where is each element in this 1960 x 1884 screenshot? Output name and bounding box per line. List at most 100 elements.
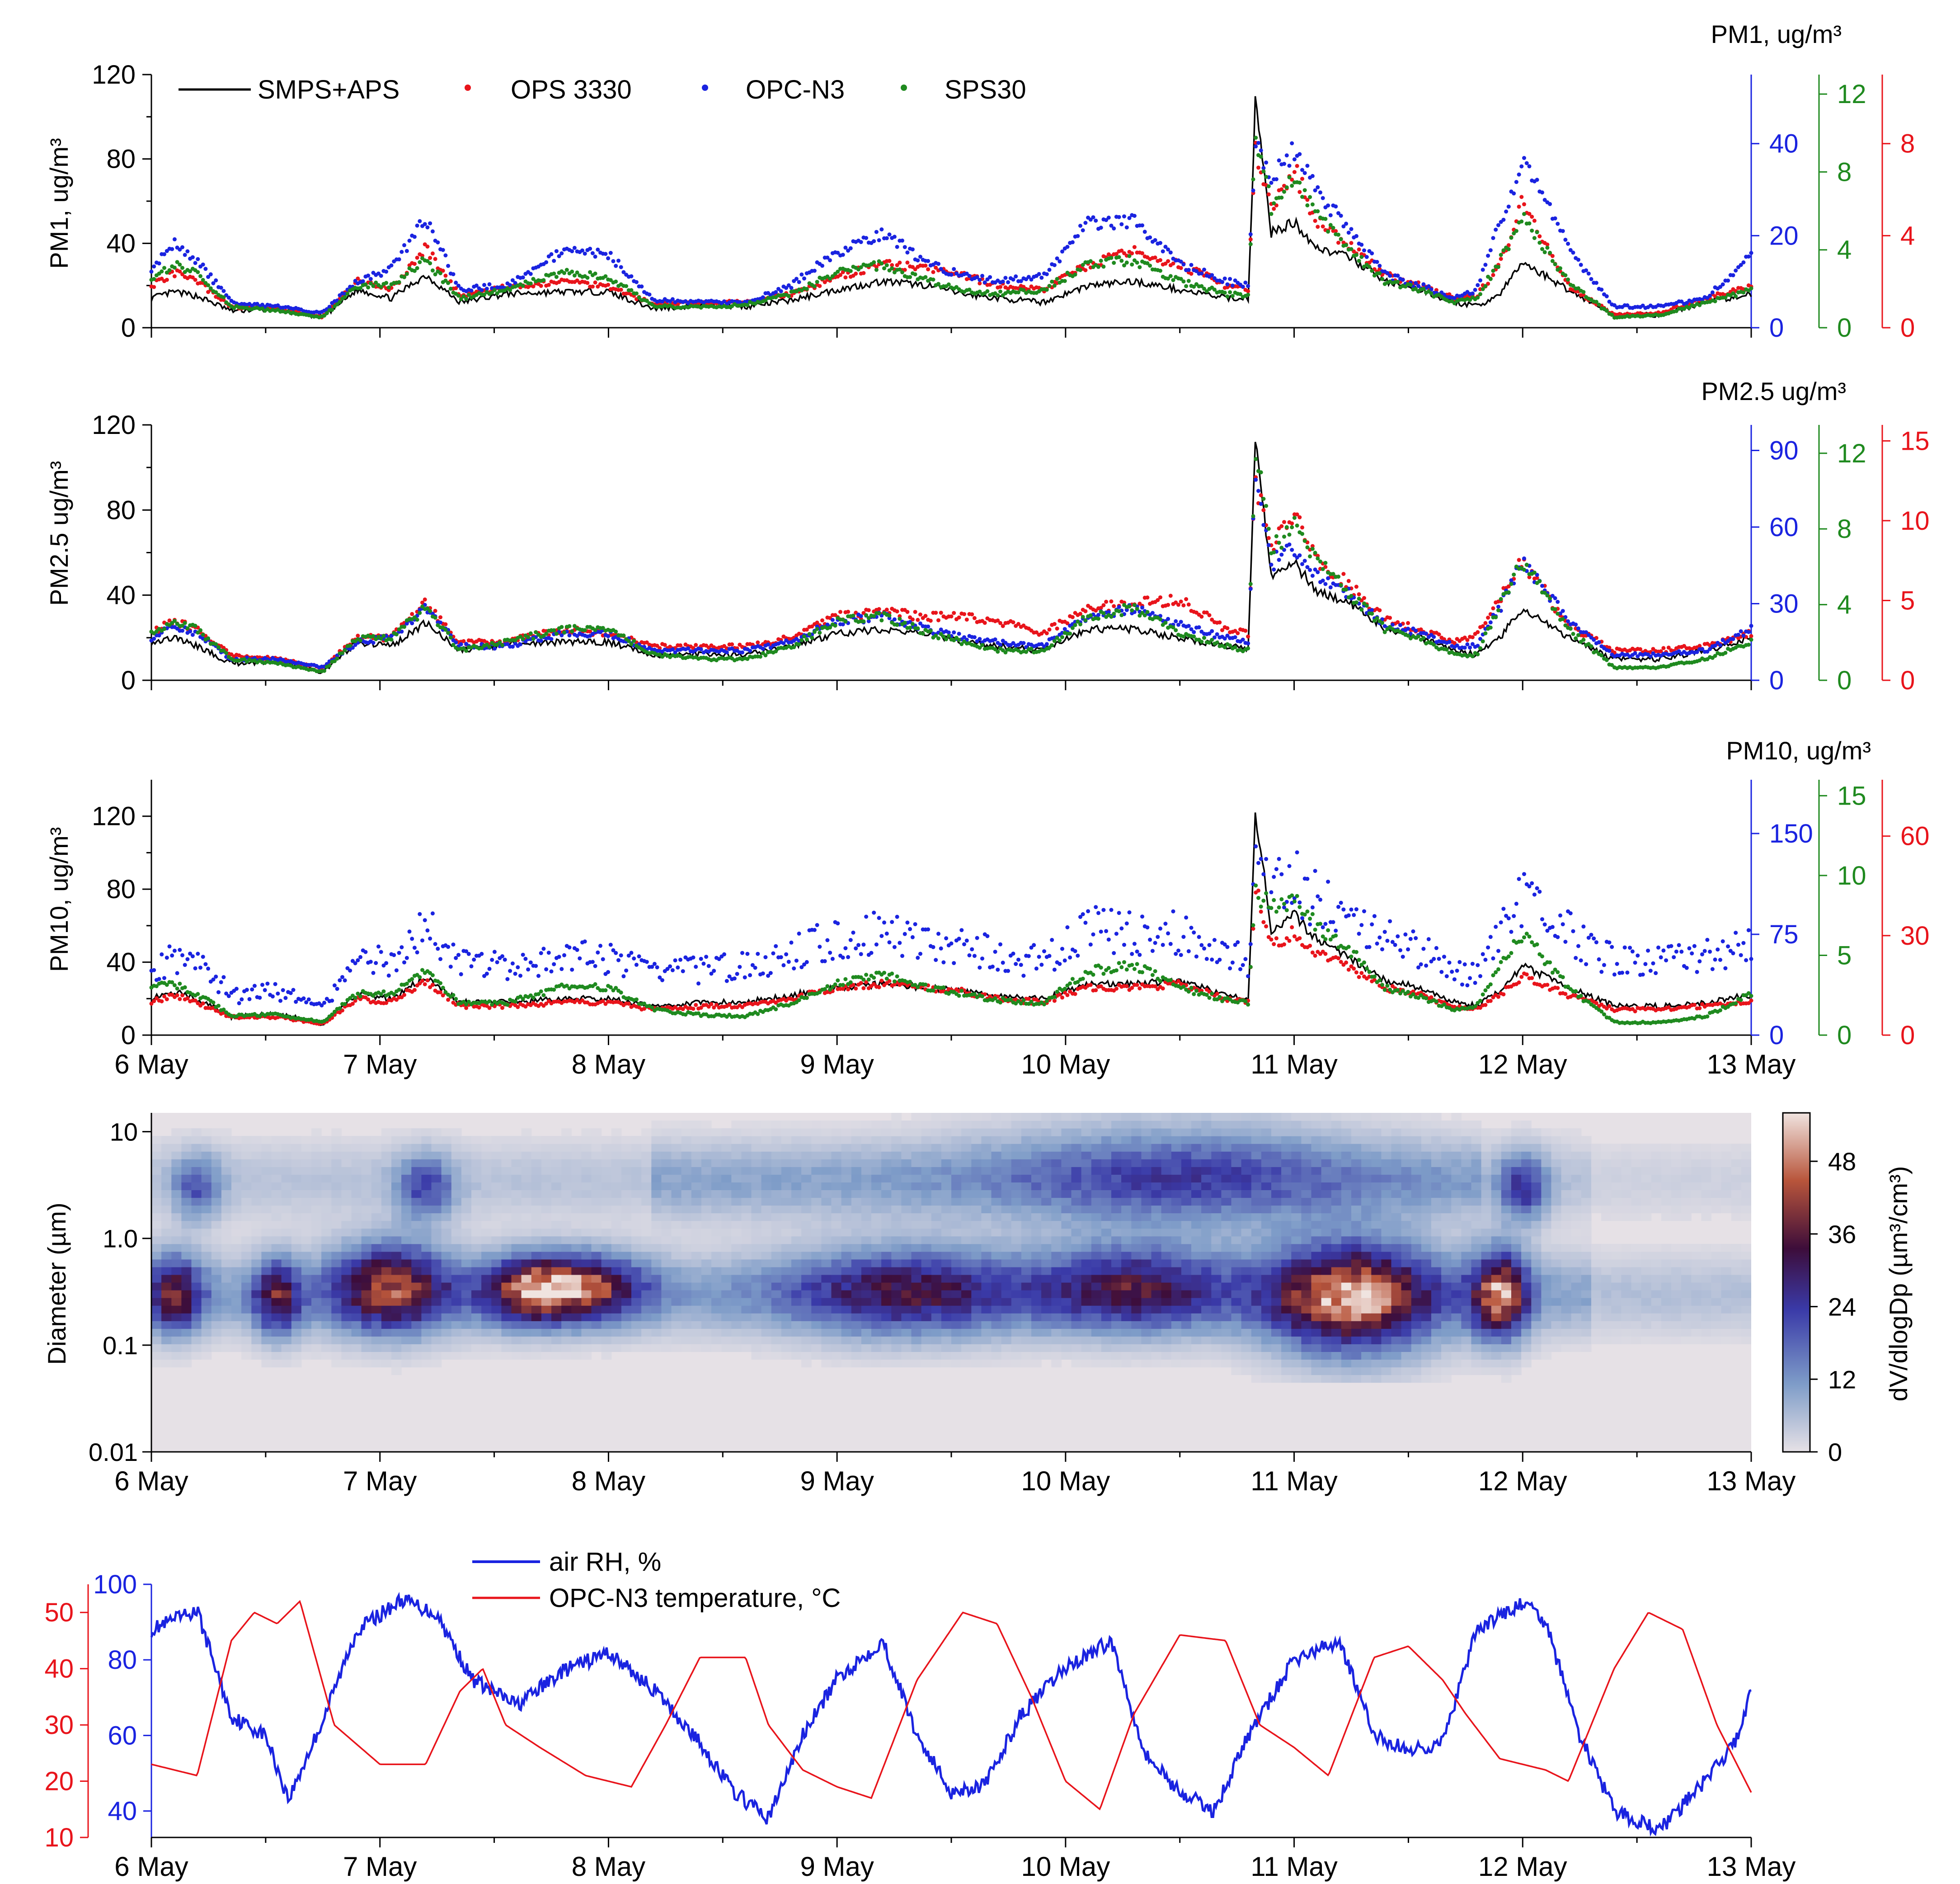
data-point <box>1364 603 1369 608</box>
data-point <box>1488 277 1493 281</box>
data-point <box>441 993 445 998</box>
data-point <box>1542 250 1547 254</box>
data-point <box>1589 277 1593 281</box>
data-point <box>198 966 202 970</box>
data-point <box>1246 289 1250 293</box>
data-point <box>634 280 639 284</box>
data-point <box>1470 654 1475 659</box>
data-point <box>859 265 863 269</box>
data-point <box>379 950 383 954</box>
data-point <box>557 254 561 259</box>
data-point <box>1073 272 1077 277</box>
data-point <box>1357 247 1361 252</box>
data-point <box>1421 287 1426 291</box>
data-point <box>603 274 608 278</box>
data-point <box>629 274 634 278</box>
pm-y-tick-label: 40 <box>106 581 136 610</box>
data-point <box>575 270 579 275</box>
data-point <box>828 277 832 281</box>
data-point <box>1370 608 1374 612</box>
data-point <box>1210 638 1214 642</box>
data-point <box>621 270 626 274</box>
data-point <box>1519 164 1524 169</box>
data-point <box>766 642 771 647</box>
data-point <box>1344 587 1349 592</box>
data-point <box>980 956 984 961</box>
data-point <box>157 261 161 266</box>
data-point <box>706 964 711 968</box>
data-point <box>1192 634 1196 639</box>
data-point <box>425 928 430 933</box>
data-point <box>1212 635 1217 640</box>
data-point <box>1354 234 1358 238</box>
pm-y-tick-label: 80 <box>106 145 136 174</box>
data-point <box>1388 273 1392 278</box>
data-point <box>368 281 373 286</box>
data-point <box>1739 629 1743 634</box>
data-point <box>508 969 512 973</box>
data-point <box>244 988 249 992</box>
data-point <box>1166 603 1170 607</box>
data-point <box>771 951 776 956</box>
data-point <box>1571 250 1575 255</box>
data-point <box>1563 623 1568 627</box>
data-point <box>887 979 892 983</box>
data-point <box>1207 943 1212 947</box>
blue-right-tick-label: 20 <box>1769 221 1799 250</box>
data-point <box>972 616 977 620</box>
data-point <box>1522 156 1526 160</box>
data-point <box>1119 248 1124 253</box>
data-point <box>996 650 1000 654</box>
data-point <box>1287 164 1292 168</box>
data-point <box>678 643 682 648</box>
data-point <box>1589 644 1593 649</box>
data-point <box>900 238 904 243</box>
data-point <box>1050 937 1054 942</box>
data-point <box>1032 943 1036 947</box>
data-point <box>644 640 649 645</box>
data-point <box>1344 243 1349 247</box>
data-point <box>908 275 912 279</box>
data-point <box>967 273 972 278</box>
data-point <box>1499 257 1503 261</box>
data-point <box>400 250 404 254</box>
data-point <box>884 931 889 936</box>
data-point <box>1241 285 1245 289</box>
data-point <box>1119 259 1124 263</box>
data-point <box>996 293 1000 297</box>
pm10-y-axis-label: PM10, ug/m³ <box>45 827 73 972</box>
data-point <box>190 255 195 259</box>
data-point <box>1556 612 1560 616</box>
data-point <box>1241 637 1245 642</box>
data-point <box>1604 309 1609 313</box>
data-point <box>843 245 848 250</box>
data-point <box>1478 292 1482 297</box>
data-point <box>944 637 949 641</box>
data-point <box>1305 203 1310 207</box>
data-point <box>1135 983 1139 987</box>
data-point <box>523 956 528 961</box>
data-point <box>1318 559 1322 564</box>
data-point <box>655 644 659 648</box>
data-point <box>1055 636 1059 640</box>
data-point <box>740 951 744 955</box>
data-point <box>1488 620 1493 625</box>
data-point <box>815 280 819 284</box>
data-point <box>908 927 912 931</box>
data-point <box>330 999 334 1003</box>
data-point <box>358 955 362 959</box>
data-point <box>1153 238 1157 242</box>
data-point <box>495 960 499 965</box>
data-point <box>892 617 897 622</box>
data-point <box>611 259 616 264</box>
green-right-tick-label: 10 <box>1837 861 1866 890</box>
data-point <box>1597 640 1601 645</box>
data-point <box>1346 967 1351 972</box>
data-point <box>425 978 430 983</box>
data-point <box>1537 234 1542 239</box>
data-point <box>583 628 587 632</box>
data-point <box>939 267 943 271</box>
data-point <box>1499 253 1503 257</box>
data-point <box>978 645 982 650</box>
data-point <box>534 964 538 968</box>
